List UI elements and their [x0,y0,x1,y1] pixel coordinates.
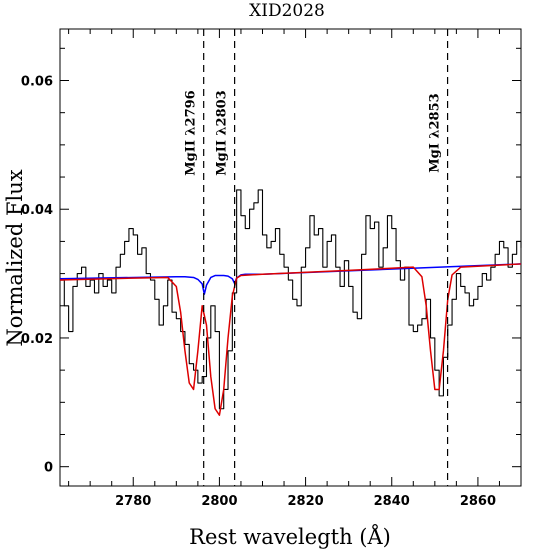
y-tick-label: 0.04 [21,203,53,218]
y-axis-label: Normalized Flux [3,169,27,346]
observed-spectrum-line [60,189,522,410]
axis-ticks [60,29,522,486]
chart-title: XID2028 [249,1,325,21]
x-tick-label: 2860 [460,494,496,509]
x-axis-label: Rest wavelegth (Å) [189,524,391,549]
y-tick-label: 0.02 [21,332,53,347]
y-tick-label: 0 [44,461,53,476]
plot-frame [59,28,522,487]
x-tick-label: 2800 [201,494,237,509]
x-tick-label: 2820 [287,494,323,509]
total-fit-line [59,263,522,416]
tick-labels: 2780 2800 2820 2840 2860 0 0.02 0.04 0.06 [21,74,496,509]
reference-lines: MgII λ2796 MgII λ2803 MgI λ2853 [184,29,449,486]
y-tick-label: 0.06 [21,74,53,89]
x-tick-label: 2840 [374,494,410,509]
series-group [59,189,522,416]
x-tick-label: 2780 [115,494,151,509]
reference-line-label: MgII λ2796 [184,90,199,175]
reference-line-label: MgII λ2803 [215,90,230,175]
reference-line-label: MgI λ2853 [428,93,443,172]
